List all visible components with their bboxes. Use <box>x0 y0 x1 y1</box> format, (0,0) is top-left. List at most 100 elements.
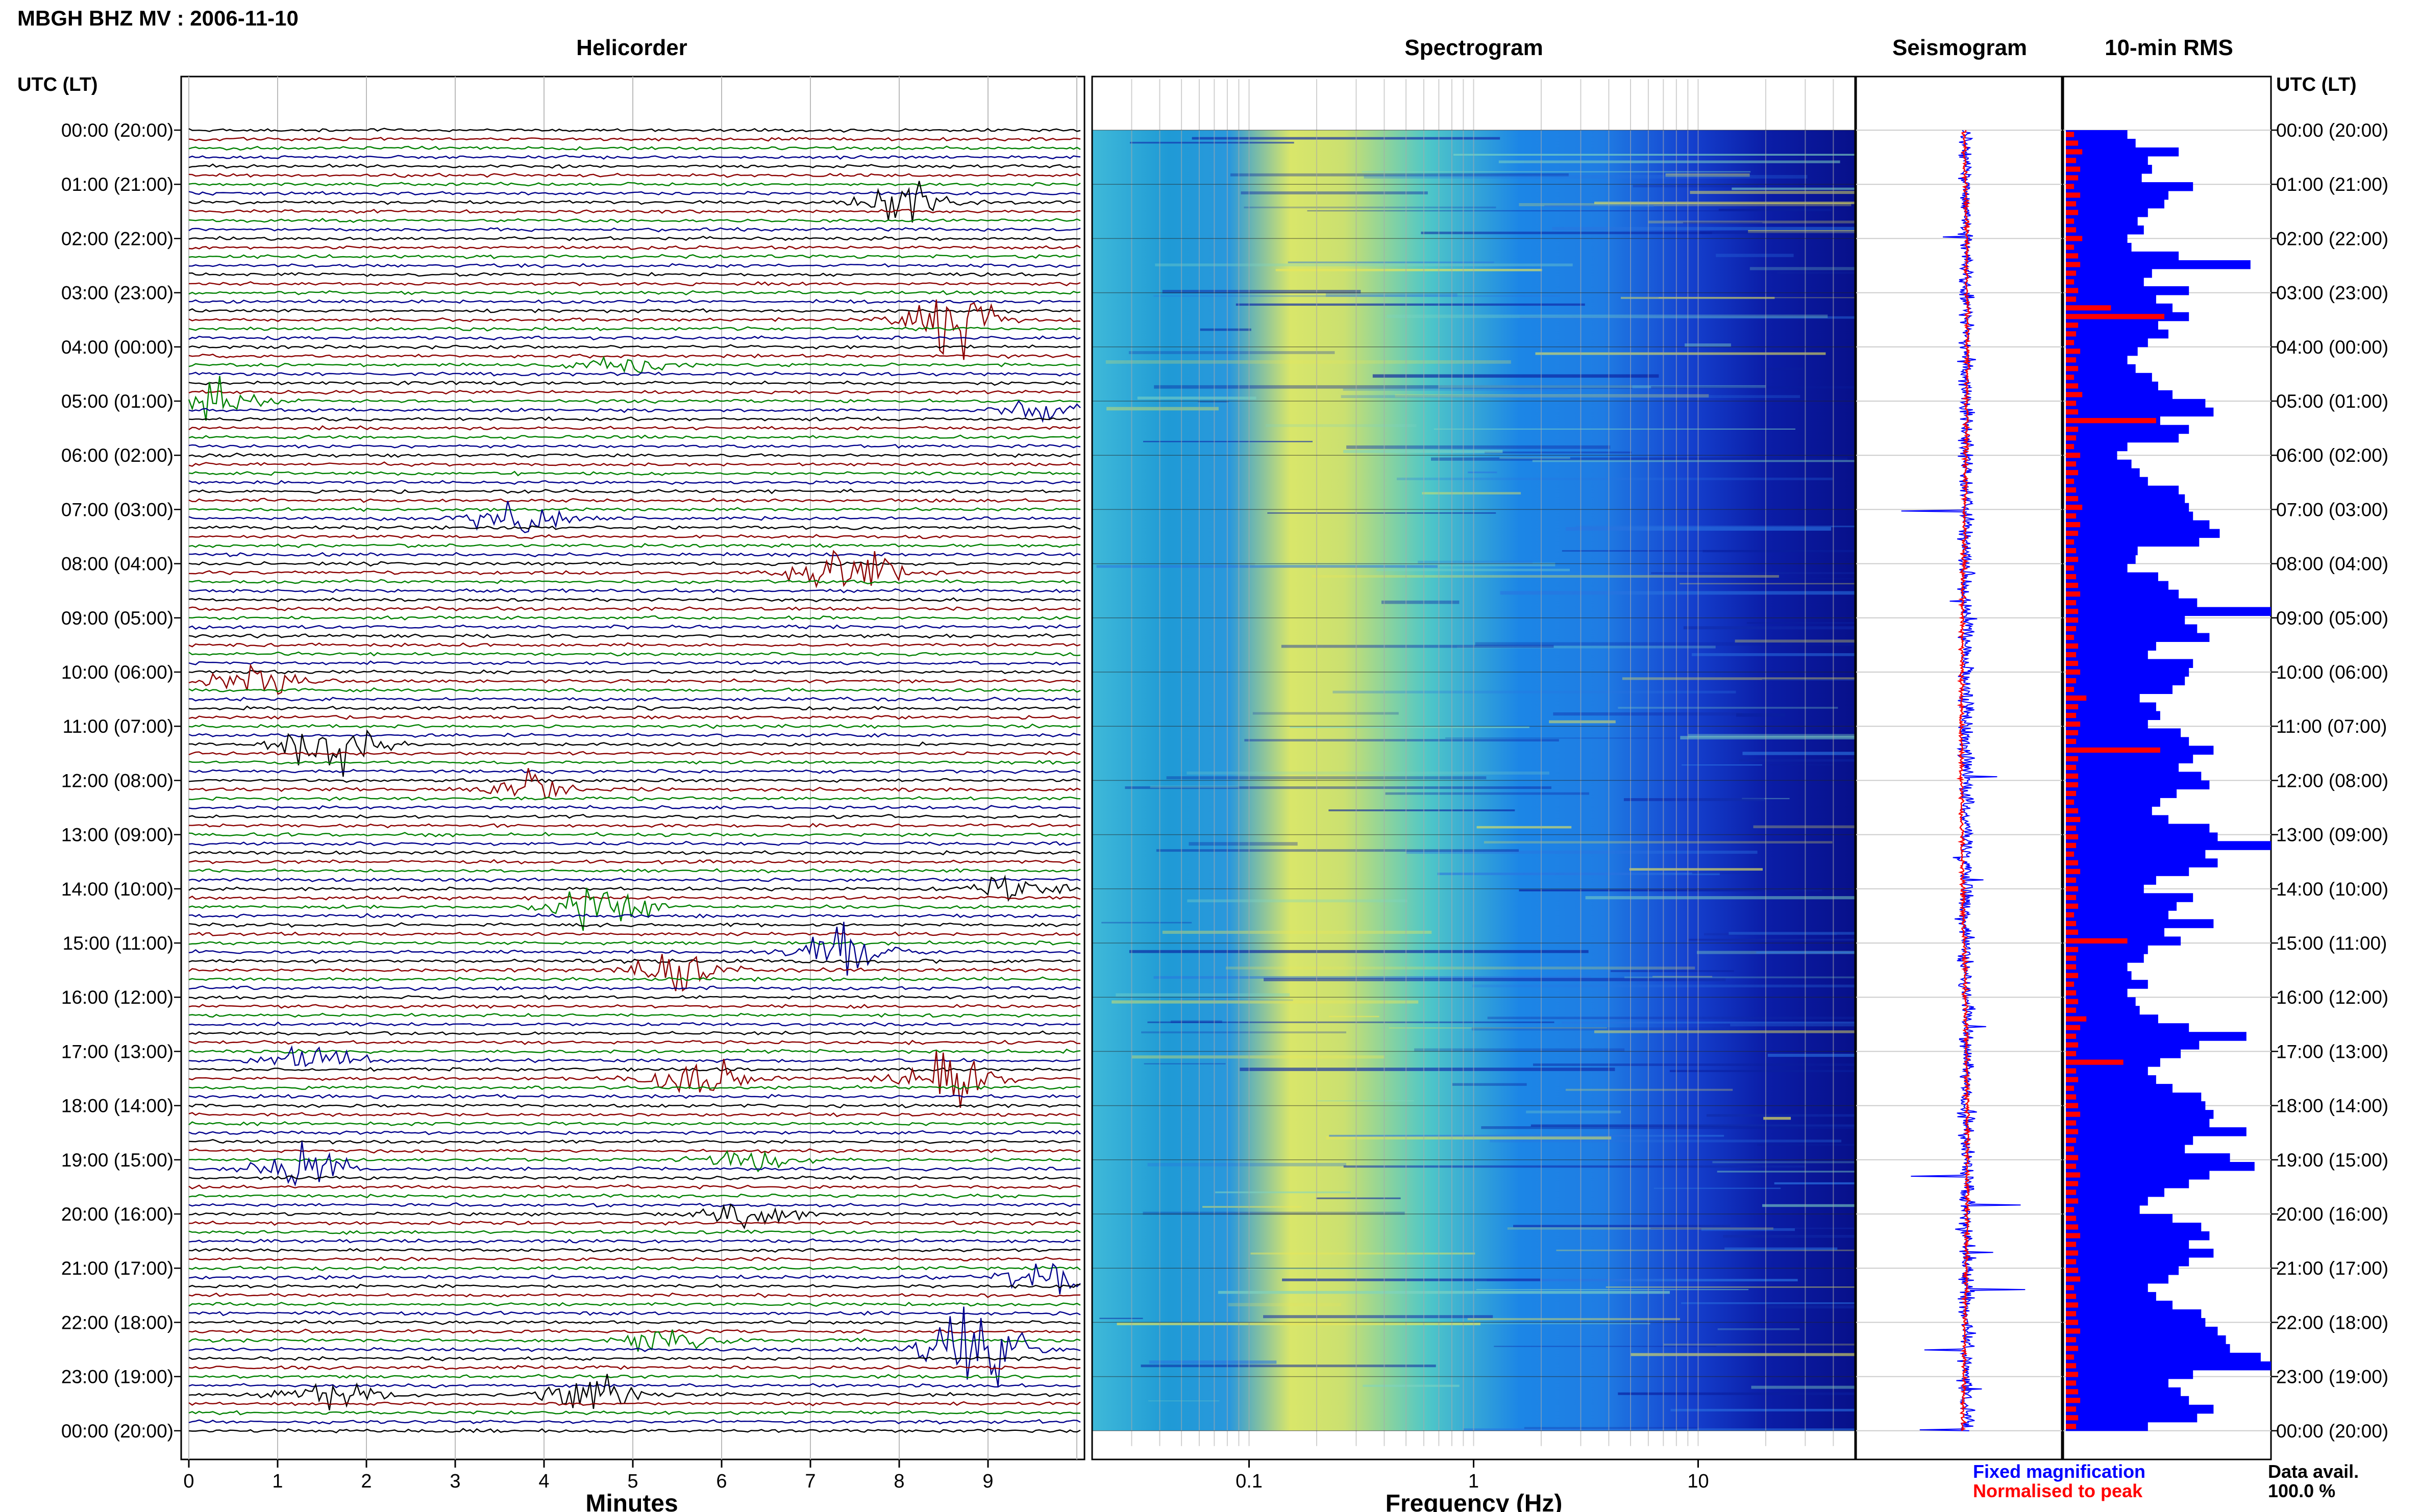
rms-bar-normalised <box>2066 869 2081 874</box>
rms-bar-normalised <box>2066 652 2077 658</box>
rms-bar-fixed <box>2066 1171 2210 1180</box>
spectrogram-stripe <box>1170 1020 1222 1023</box>
spectrogram-stripe <box>1723 1235 1855 1238</box>
rms-bar-normalised <box>2066 487 2077 493</box>
spectrogram-stripe <box>1117 1322 1480 1325</box>
helicorder-trace <box>188 1039 1081 1046</box>
rms-bar-fixed <box>2066 225 2144 235</box>
helicorder-trace <box>188 760 1081 765</box>
rms-bar-normalised <box>2066 1207 2075 1212</box>
rms-bar-fixed <box>2066 980 2148 989</box>
rms-bar-fixed <box>2066 1404 2214 1414</box>
rms-bar-normalised <box>2066 1406 2077 1412</box>
rms-bar-fixed <box>2066 633 2210 642</box>
rms-bar-normalised <box>2066 678 2077 684</box>
rms-bar-normalised <box>2066 218 2075 224</box>
spectrogram-stripe <box>1685 343 1731 347</box>
spectrogram-stripe <box>1153 295 1560 297</box>
minutes-tick-label: 7 <box>805 1471 816 1492</box>
helicorder-trace <box>188 461 1081 467</box>
spectrogram-stripe <box>1513 1225 1731 1227</box>
rms-bar-normalised <box>2066 158 2077 163</box>
helicorder-trace <box>188 182 1081 187</box>
rms-bar-fixed <box>2066 667 2189 677</box>
hour-label-left: 11:00 (07:00) <box>63 716 174 737</box>
rms-bar-fixed <box>2066 589 2179 599</box>
rms-bar-fixed <box>2066 1214 2173 1223</box>
rms-bar-normalised <box>2066 1363 2077 1369</box>
frequency-tick-label: 0.1 <box>1236 1471 1263 1492</box>
hour-label-left: 09:00 (05:00) <box>61 608 174 629</box>
helicorder-trace <box>188 642 1081 648</box>
helicorder-trace <box>188 488 1081 494</box>
helicorder-trace <box>188 1262 1081 1295</box>
rms-bar-fixed <box>2066 1075 2156 1084</box>
spectrogram-stripe <box>1141 1365 1436 1368</box>
spectrogram-stripe <box>1692 872 1754 874</box>
rms-bar-normalised <box>2066 1424 2077 1429</box>
hour-label-left: 02:00 (22:00) <box>61 228 174 249</box>
spectrogram-stripe <box>1341 395 1800 398</box>
rms-bar-fixed <box>2066 676 2185 685</box>
helicorder-trace <box>188 985 1081 991</box>
hour-label-left: 15:00 (11:00) <box>63 933 174 954</box>
rms-bar-normalised <box>2066 444 2075 450</box>
rms-bar-fixed <box>2066 355 2128 365</box>
rms-bar-fixed <box>2066 1223 2202 1232</box>
rms-bar-normalised <box>2066 1146 2075 1152</box>
helicorder-trace <box>188 1121 1081 1127</box>
spectrogram-stripe <box>1137 396 1256 400</box>
rms-bar-normalised <box>2066 1103 2079 1108</box>
helicorder-trace <box>188 732 1081 738</box>
helicorder-trace <box>188 1247 1081 1253</box>
rms-bar-normalised <box>2066 574 2077 580</box>
helicorder-trace <box>188 1302 1081 1307</box>
seismogram-frame <box>1855 76 2063 1460</box>
rms-bar-fixed <box>2066 997 2136 1006</box>
hour-label-left: 10:00 (06:00) <box>61 662 174 683</box>
rms-bar-fixed <box>2066 1110 2214 1119</box>
rms-bar-normalised <box>2066 583 2079 588</box>
rms-bar-fixed <box>2066 1014 2158 1024</box>
rms-bar-fixed <box>2066 763 2179 772</box>
rms-bar-fixed <box>2066 1396 2189 1405</box>
hour-label-right: 21:00 (17:00) <box>2276 1258 2388 1279</box>
helicorder-trace <box>188 1141 1081 1187</box>
spectrogram-stripe <box>1618 707 1838 709</box>
spectrogram-stripe <box>1552 227 1855 231</box>
rms-bar-fixed <box>2066 260 2251 269</box>
rms-bar-fixed <box>2066 425 2189 434</box>
spectrogram-stripe <box>1329 1134 1724 1137</box>
rms-bar-normalised <box>2066 834 2079 839</box>
rms-bar-normalised <box>2066 288 2079 293</box>
minutes-tick-label: 6 <box>716 1471 727 1492</box>
rms-bar-normalised <box>2066 531 2079 536</box>
helicorder-trace <box>188 723 1081 729</box>
rms-bar-normalised <box>2066 132 2075 137</box>
spectrogram-stripe <box>1244 739 1559 741</box>
helicorder-trace <box>188 1103 1081 1108</box>
spectrogram-stripe <box>1531 1124 1855 1127</box>
spectrogram-stripe <box>1363 1384 1460 1387</box>
helicorder-trace <box>188 1139 1081 1145</box>
helicorder-trace <box>188 299 1081 305</box>
rms-bar-fixed <box>2066 1318 2206 1327</box>
rms-bar-normalised <box>2066 296 2077 302</box>
spectrogram-stripe <box>1652 976 1713 978</box>
helicorder-trace <box>188 1203 1081 1230</box>
spectrogram-stripe <box>1332 690 1736 693</box>
spectrogram-stripe <box>1585 896 1855 900</box>
rms-bar-normalised <box>2066 1068 2077 1074</box>
spectrogram-stripe <box>1753 825 1855 828</box>
rms-bar-normalised <box>2066 314 2164 319</box>
rms-bar-normalised <box>2066 973 2079 978</box>
hour-label-right: 07:00 (03:00) <box>2276 499 2388 520</box>
helicorder-trace <box>188 597 1081 603</box>
rms-bar-normalised <box>2066 1042 2079 1048</box>
rms-bar-normalised <box>2066 799 2075 805</box>
rms-bar-fixed <box>2066 607 2271 616</box>
rms-bar-fixed <box>2066 1006 2140 1015</box>
spectrogram-stripe <box>1156 849 1519 852</box>
x-axis-ticks: 0 1 2 3 4 5 6 7 8 9 0.1 1 10 <box>183 1459 1709 1492</box>
spectrogram-stripe <box>1594 1030 1855 1033</box>
